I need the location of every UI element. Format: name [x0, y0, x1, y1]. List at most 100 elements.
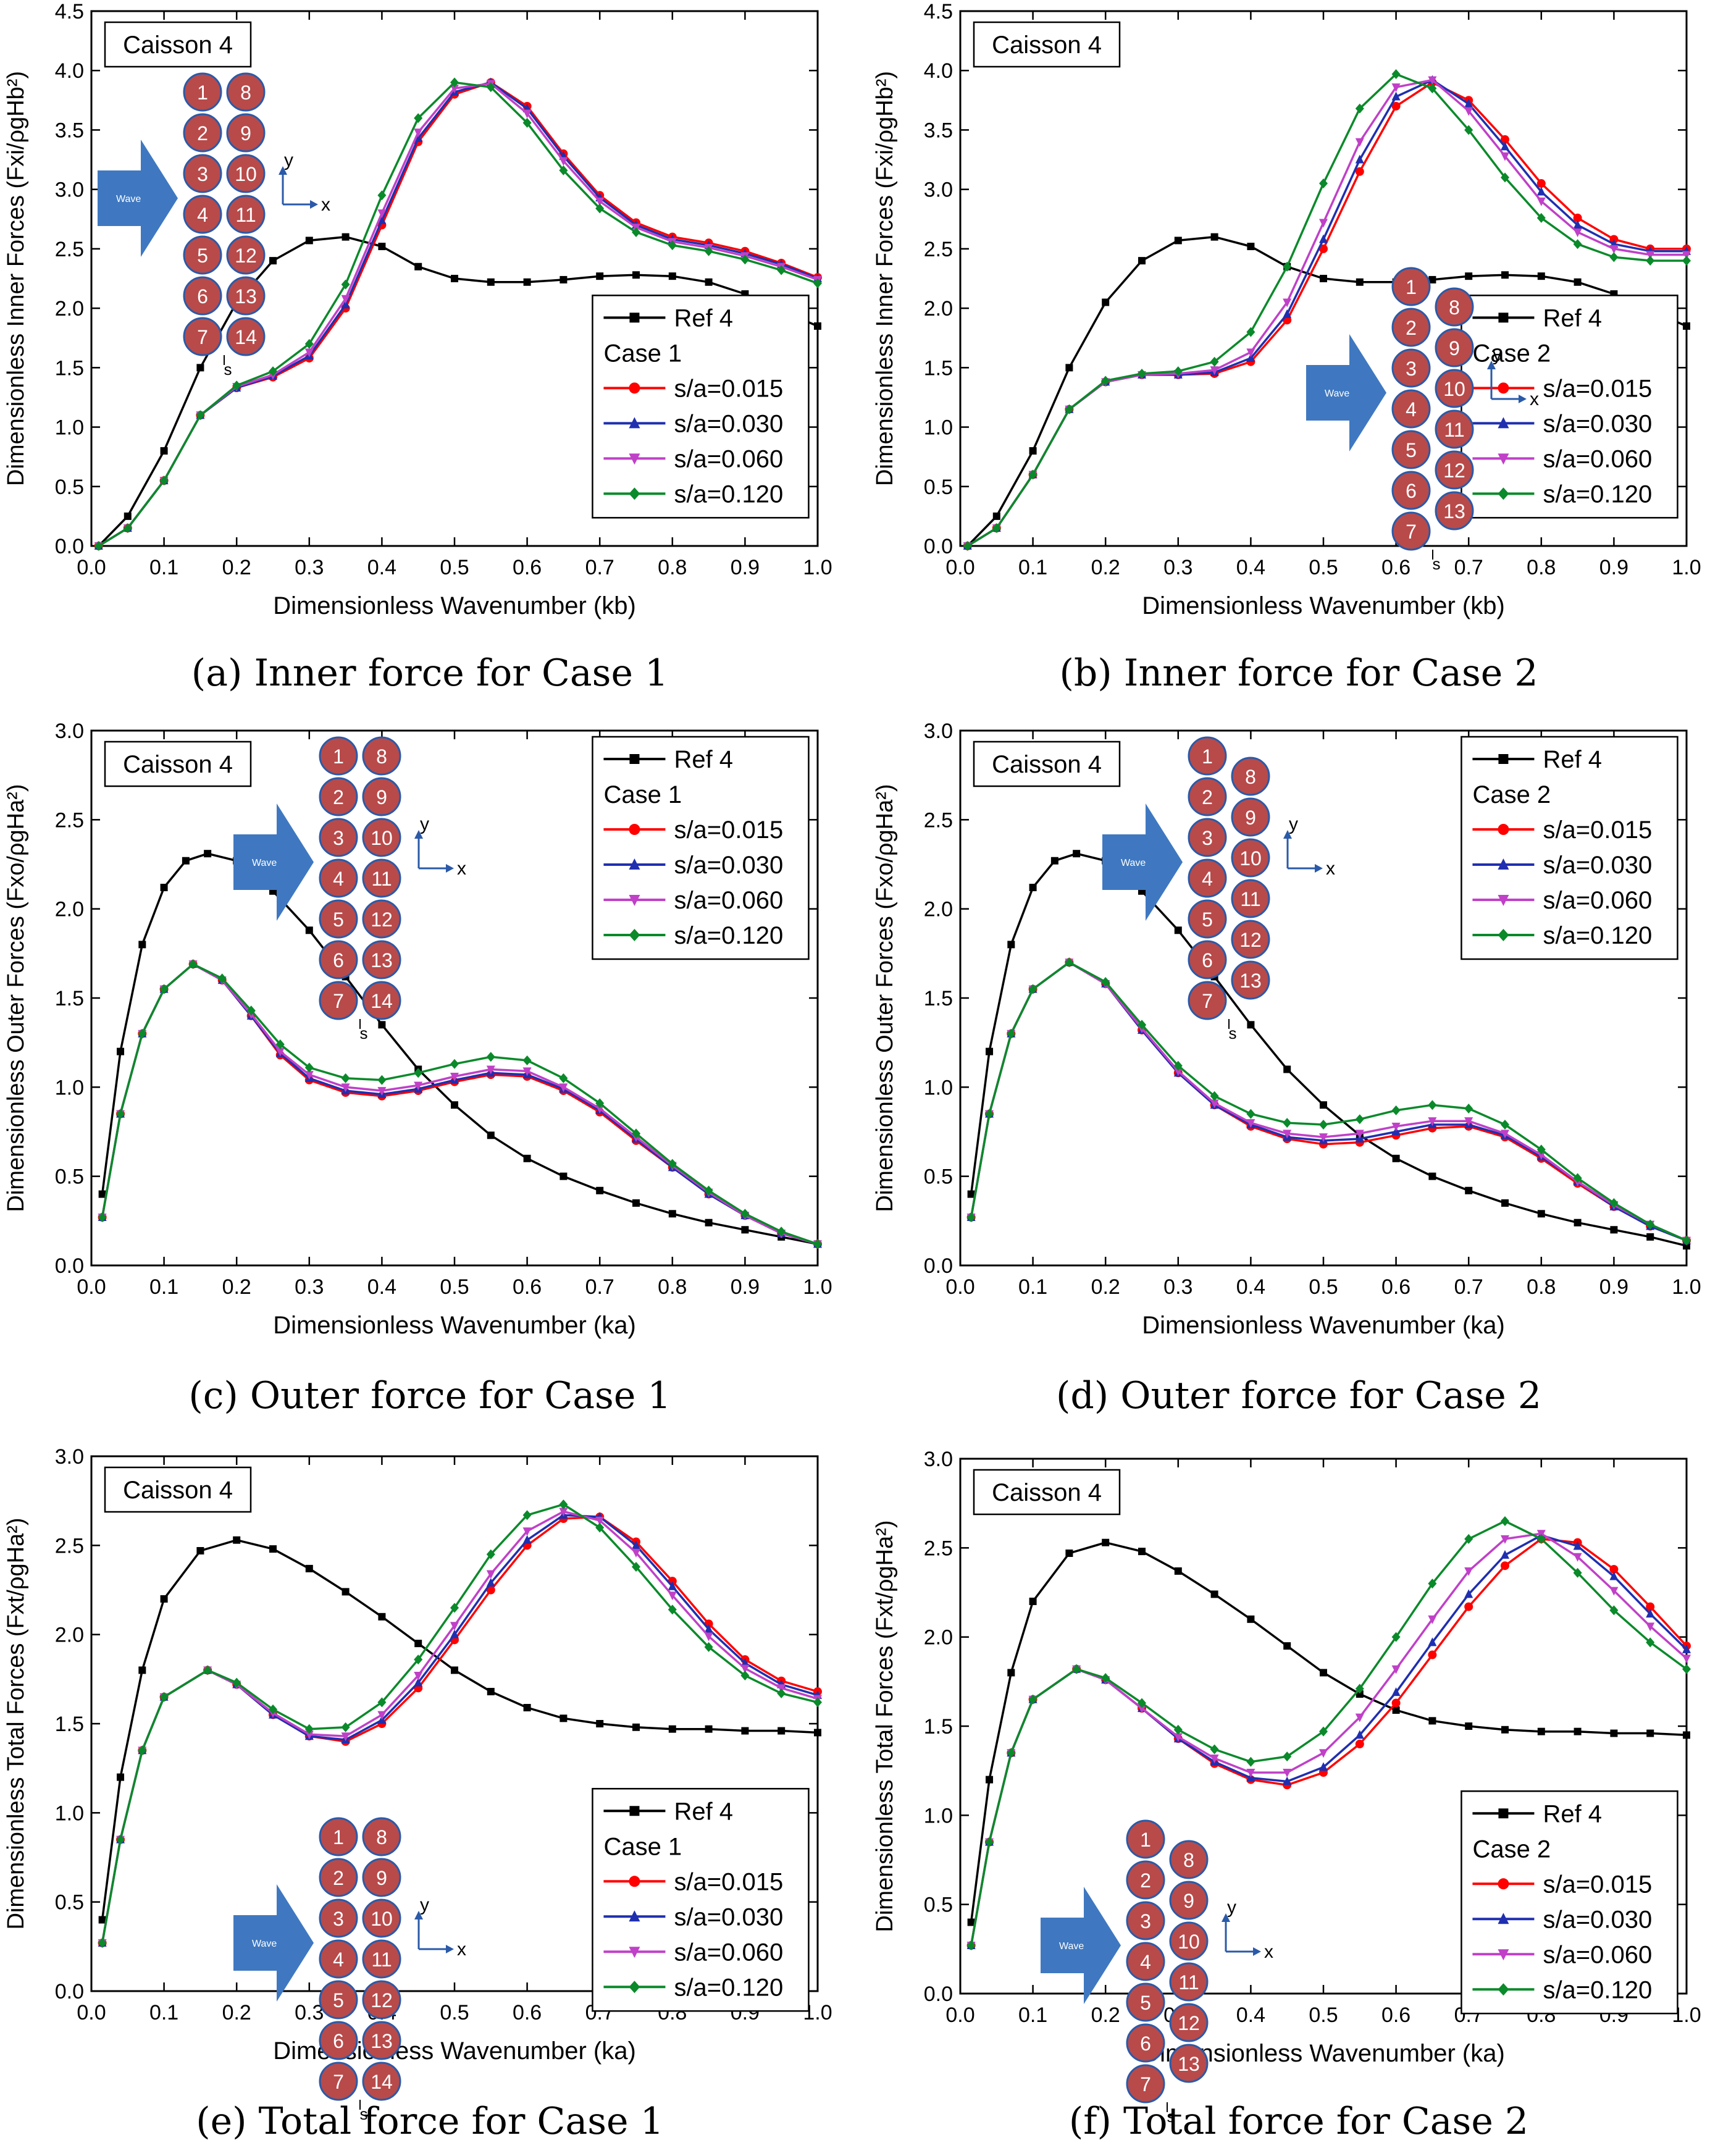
legend-marker-s015	[1498, 1878, 1509, 1890]
data-point	[203, 1665, 212, 1676]
y-tick-label: 0.5	[55, 1165, 84, 1189]
caisson-circle	[1188, 899, 1227, 939]
data-point	[1102, 1538, 1110, 1546]
caisson-number: 1	[1202, 745, 1213, 768]
data-point	[559, 1073, 568, 1083]
data-point	[1247, 1615, 1255, 1623]
y-tick-label: 0.0	[924, 1254, 953, 1278]
caisson-number: 3	[1202, 827, 1213, 849]
caisson-number: 3	[333, 1908, 344, 1930]
data-point	[1501, 172, 1509, 183]
data-point	[98, 1938, 107, 1948]
data-point	[451, 1666, 458, 1674]
panel-b: 0.0 0.1 0.2 0.3 0.4 0.5 0.6 0.7 0.8 0.9 1.0 0.0 0.5 1…	[872, 0, 1701, 695]
data-point	[1319, 1726, 1328, 1737]
data-point	[632, 1561, 640, 1572]
y-tick-label: 3.0	[924, 178, 953, 202]
y-tick-label: 3.0	[55, 1445, 84, 1469]
data-point	[486, 1570, 495, 1579]
caisson-circle	[1435, 450, 1474, 490]
data-point	[1573, 239, 1582, 250]
caisson-number: 14	[371, 990, 393, 1012]
data-point	[559, 157, 568, 166]
x-tick-label: 0.0	[945, 2003, 974, 2027]
data-point	[1028, 469, 1037, 480]
caisson-number: 12	[371, 908, 393, 931]
data-point	[1501, 1550, 1509, 1559]
data-point	[1210, 233, 1218, 241]
x-tick-label: 0.0	[945, 556, 974, 579]
legend: Ref 4 Case 2 s/a=0.015 s/a=0.030 s/a=0.060 s/…	[1461, 295, 1679, 519]
axis-x-label: x	[321, 195, 330, 215]
data-point	[1246, 327, 1255, 337]
data-point	[269, 366, 277, 377]
data-point	[98, 1190, 106, 1198]
data-point	[304, 1071, 314, 1080]
data-point	[1173, 1724, 1183, 1735]
legend-marker-s120	[1498, 1983, 1509, 1996]
data-point	[1029, 447, 1037, 455]
data-point	[740, 1658, 750, 1667]
data-point	[704, 1185, 713, 1196]
data-point	[668, 272, 676, 280]
caisson-circle	[183, 113, 222, 153]
legend-marker-s060	[1498, 895, 1509, 906]
data-point	[196, 410, 205, 421]
legend-marker-s120	[1498, 487, 1509, 500]
data-point	[813, 1239, 822, 1249]
data-point	[1682, 256, 1691, 266]
caisson-number: 13	[1178, 2053, 1200, 2075]
caisson-number: 7	[1140, 2073, 1151, 2095]
data-point	[1501, 1726, 1509, 1734]
legend-label-s015: s/a=0.015	[674, 1868, 783, 1895]
data-point	[269, 257, 277, 265]
data-point	[1609, 1564, 1619, 1574]
data-point	[1464, 1589, 1473, 1598]
data-point	[1464, 1117, 1473, 1126]
caisson-label: Caisson 4	[123, 31, 233, 59]
data-point	[1246, 1109, 1255, 1119]
legend: Ref 4 Case 1 s/a=0.015 s/a=0.030 s/a=0.060 s/…	[592, 295, 810, 519]
legend-marker-s060	[629, 895, 640, 906]
legend-label-s015: s/a=0.015	[1543, 375, 1652, 402]
data-point	[116, 1109, 125, 1119]
data-point	[1428, 1172, 1436, 1180]
y-tick-label: 1.5	[924, 1715, 953, 1739]
data-point	[1501, 141, 1509, 151]
data-point	[740, 254, 750, 265]
legend-marker-ref	[629, 312, 640, 323]
data-point	[1646, 1637, 1655, 1648]
panel-caption: (e) Total force for Case 1	[196, 2100, 664, 2143]
caisson-number: 1	[333, 1826, 344, 1848]
caisson-circle	[1391, 471, 1431, 510]
data-point	[1428, 1579, 1437, 1589]
data-point	[1573, 220, 1582, 229]
legend-marker-s015	[1498, 382, 1509, 394]
data-point	[1682, 1664, 1691, 1674]
x-tick-label: 0.1	[149, 2001, 178, 2024]
data-point	[1391, 1665, 1401, 1674]
caisson-number: 7	[333, 990, 344, 1012]
x-tick-label: 0.2	[1091, 556, 1120, 579]
data-point	[377, 1075, 387, 1085]
data-point	[1465, 1722, 1473, 1730]
legend-marker-s030	[629, 858, 640, 870]
legend-box	[592, 295, 810, 519]
legend-marker-s015	[629, 382, 640, 394]
data-point	[138, 941, 146, 949]
data-point	[704, 1624, 713, 1634]
data-point	[1101, 1673, 1110, 1684]
data-point	[487, 1131, 495, 1139]
caisson-label-box	[973, 1469, 1121, 1516]
data-point	[159, 476, 169, 486]
data-point	[1391, 1122, 1401, 1131]
data-point	[1428, 275, 1436, 283]
data-point	[233, 1536, 241, 1544]
caisson-circle	[1188, 981, 1227, 1020]
caisson-circle	[1188, 940, 1227, 979]
data-point	[777, 265, 786, 275]
data-point	[560, 1714, 568, 1722]
data-point	[1501, 1561, 1509, 1571]
x-tick-label: 0.2	[1091, 1275, 1120, 1299]
axis-x-label: x	[1264, 1942, 1273, 1962]
